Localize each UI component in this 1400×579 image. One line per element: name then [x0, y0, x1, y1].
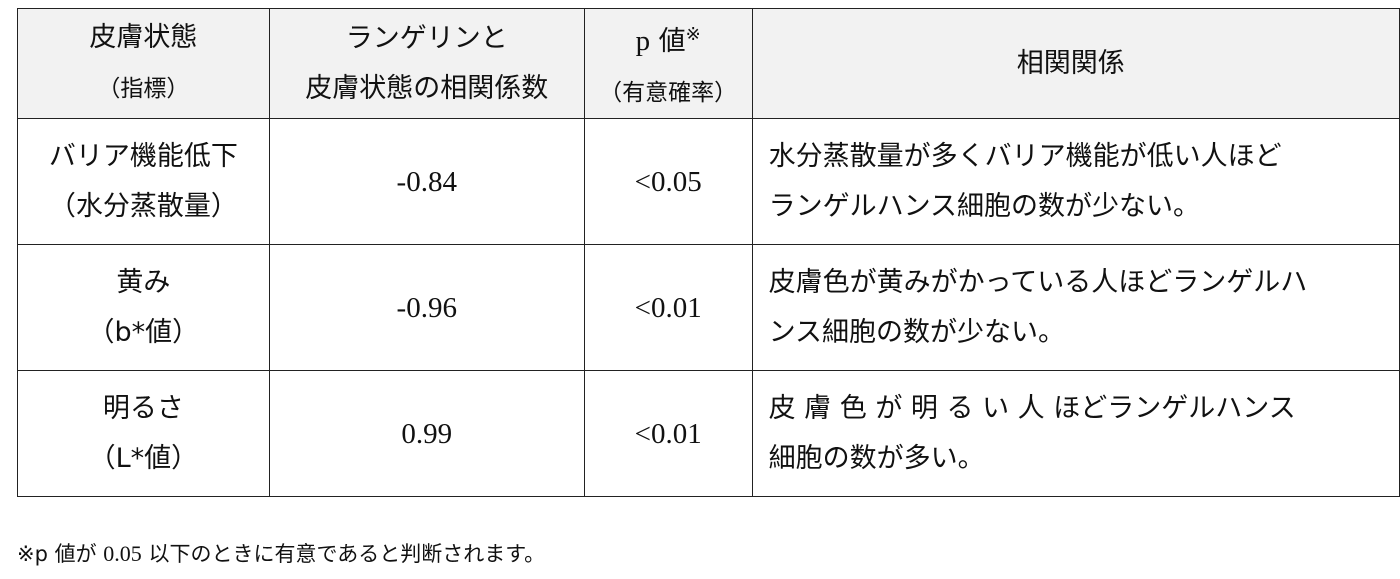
table-row: 明るさ （L*値） 0.99 <0.01 皮 膚 色 が 明 る い 人 ほどラン…: [17, 370, 1400, 497]
header-text: 値: [658, 25, 686, 57]
cell-coefficient: -0.96: [268, 244, 585, 371]
cell-p-value: <0.05: [583, 118, 753, 245]
cell-indicator: バリア機能低下 （水分蒸散量）: [17, 118, 270, 245]
header-text: p: [635, 24, 651, 57]
cell-relation: 水分蒸散量が多くバリア機能が低い人ほど ランゲルハンス細胞の数が少ない。: [751, 118, 1400, 245]
header-p-value: p 値※ （有意確率）: [583, 8, 753, 119]
indicator-text: バリア機能低下: [48, 140, 238, 172]
relation-text: ンス細胞の数が少ない。: [768, 316, 1066, 348]
table-header-row: 皮膚状態 （指標） ランゲリンと皮膚状態の相関係数 p 値※ （有意確率） 相関関係: [17, 8, 1400, 119]
cell-relation: 皮膚色が黄みがかっている人ほどランゲルハ ンス細胞の数が少ない。: [751, 244, 1400, 371]
indicator-subtext: （b*値）: [87, 316, 200, 348]
footnote-threshold: 0.05: [103, 541, 142, 566]
footnote: ※p 値が 0.05 以下のときに有意であると判断されます。: [17, 538, 545, 568]
indicator-text: 明るさ: [102, 392, 184, 424]
indicator-subtext: （水分蒸散量）: [48, 190, 238, 222]
cell-p-value: <0.01: [583, 244, 753, 371]
table-row: バリア機能低下 （水分蒸散量） -0.84 <0.05 水分蒸散量が多くバリア機能…: [17, 118, 1400, 245]
relation-text: 細胞の数が多い。: [768, 442, 985, 474]
relation-text: 皮 膚 色 が 明 る い 人 ほどランゲルハンス: [768, 392, 1296, 424]
cell-indicator: 黄み （b*値）: [17, 244, 270, 371]
header-text: 皮膚状態: [89, 22, 198, 53]
cell-p-value: <0.01: [583, 370, 753, 497]
header-skin-condition: 皮膚状態 （指標）: [17, 8, 270, 119]
header-correlation-coefficient: ランゲリンと皮膚状態の相関係数: [268, 8, 585, 119]
header-subtext: （有意確率）: [599, 79, 738, 106]
header-text: ランゲリンと: [345, 22, 508, 54]
footnote-text: 以下のときに有意であると判断されます。: [141, 542, 546, 566]
cell-coefficient: 0.99: [268, 370, 585, 497]
header-text: 皮膚状態の相関係数: [305, 72, 549, 104]
cell-relation: 皮 膚 色 が 明 る い 人 ほどランゲルハンス 細胞の数が多い。: [751, 370, 1400, 497]
table-row: 黄み （b*値） -0.96 <0.01 皮膚色が黄みがかっている人ほどランゲルハ…: [17, 244, 1400, 371]
footnote-text: ※p 値が: [17, 542, 104, 566]
relation-text: 水分蒸散量が多くバリア機能が低い人ほど: [768, 140, 1282, 172]
indicator-subtext: （L*値）: [88, 442, 199, 474]
header-text: 相関関係: [1016, 47, 1125, 79]
relation-text: 皮膚色が黄みがかっている人ほどランゲルハ: [768, 266, 1308, 298]
header-subtext: （指標）: [97, 76, 190, 102]
indicator-text: 黄み: [116, 266, 171, 298]
footnote-mark: ※: [685, 23, 701, 45]
correlation-table: 皮膚状態 （指標） ランゲリンと皮膚状態の相関係数 p 値※ （有意確率） 相関関係…: [17, 8, 1400, 497]
header-relation: 相関関係: [751, 8, 1400, 119]
cell-coefficient: -0.84: [268, 118, 585, 245]
cell-indicator: 明るさ （L*値）: [17, 370, 270, 497]
relation-text: ランゲルハンス細胞の数が少ない。: [768, 190, 1201, 222]
